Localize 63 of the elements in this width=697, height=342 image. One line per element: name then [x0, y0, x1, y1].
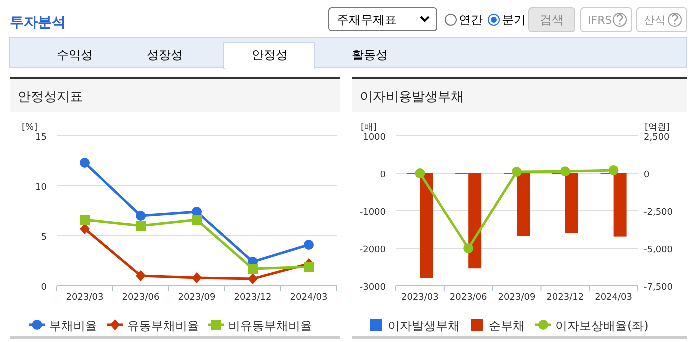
- y2-tick-label: -2,500: [644, 208, 674, 218]
- point: [608, 166, 619, 176]
- y2-tick-label: 0: [644, 170, 650, 180]
- x-tick-label: 2024/03: [290, 293, 328, 303]
- y-tick-label: 10: [36, 183, 48, 193]
- point: [512, 167, 522, 177]
- text: 성장성: [147, 48, 183, 62]
- y-tick-label: -2000: [360, 246, 386, 256]
- y2-tick-label: -7,500: [644, 283, 674, 293]
- legend-label: 유동부채비율: [127, 319, 200, 333]
- point: [304, 240, 314, 250]
- text: 연간: [459, 13, 483, 27]
- point: [560, 166, 570, 177]
- point: [80, 158, 90, 168]
- legend-label: 순부채: [489, 319, 525, 333]
- point: [304, 262, 314, 272]
- x-tick-label: 2023/09: [178, 293, 216, 303]
- point: [136, 221, 146, 231]
- legend-label: 이자보상배율(좌): [556, 319, 649, 333]
- y2-tick-label: -5,000: [644, 246, 674, 256]
- y-tick-label: 0: [41, 283, 48, 293]
- point: [136, 270, 146, 282]
- x-tick-label: 2023/03: [66, 293, 104, 303]
- point: [248, 264, 258, 274]
- y-tick-label: 0: [380, 170, 386, 180]
- text: 산식: [644, 14, 666, 27]
- text: 투자분석: [10, 15, 66, 31]
- x-tick-label: 2023/03: [402, 293, 439, 303]
- x-tick-label: 2023/06: [450, 293, 488, 303]
- y-tick-label: 1000: [363, 133, 386, 143]
- chart-title: 이자비용발생부채: [360, 90, 464, 105]
- x-tick-label: 2024/03: [595, 293, 632, 303]
- point: [415, 168, 426, 178]
- y-tick-label: -3000: [360, 283, 386, 293]
- y2-tick-label: 2,500: [644, 133, 670, 143]
- point: [192, 215, 202, 225]
- point: [136, 211, 146, 221]
- point: [192, 272, 202, 284]
- text: 분기: [502, 13, 526, 27]
- y-axis-title: [배]: [361, 123, 378, 133]
- point: [248, 274, 258, 284]
- y-tick-label: 5: [41, 233, 47, 243]
- y-axis-title: [%]: [22, 123, 38, 133]
- x-tick-label: 2023/12: [546, 293, 584, 303]
- x-tick-label: 2023/06: [122, 293, 160, 303]
- text: 안정성: [252, 48, 288, 62]
- point: [464, 244, 474, 254]
- y-tick-label: -1000: [360, 208, 386, 218]
- point: [80, 215, 90, 225]
- y-tick-label: 15: [36, 133, 47, 143]
- legend-label: 이자발생부채: [388, 319, 460, 333]
- x-tick-label: 2023/09: [498, 293, 536, 303]
- point: [80, 224, 90, 234]
- legend-label: 부채비율: [49, 319, 98, 333]
- text: 주재무제표: [337, 13, 397, 27]
- text: IFRS: [588, 14, 612, 27]
- y2-axis-title: [억원]: [645, 123, 670, 133]
- chart-title: 안정성지표: [18, 90, 83, 105]
- text: 활동성: [352, 48, 388, 62]
- text: 검색: [540, 13, 564, 27]
- text: 수익성: [57, 48, 93, 62]
- legend-label: 비유동부채비율: [228, 319, 312, 333]
- x-tick-label: 2023/12: [234, 293, 272, 303]
